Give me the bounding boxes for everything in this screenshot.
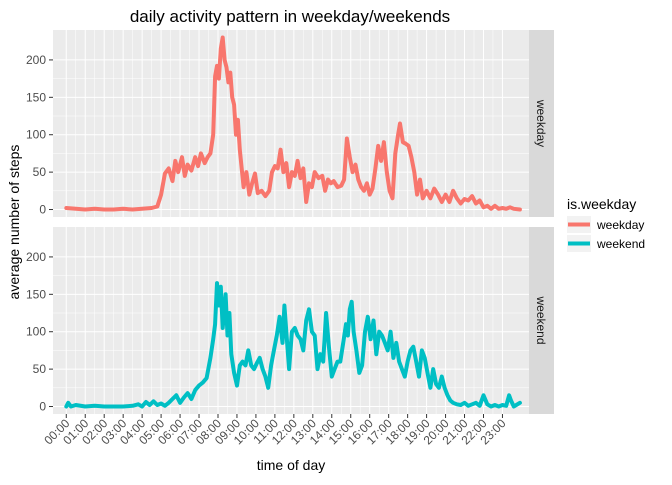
series-line-weekday xyxy=(64,35,522,212)
y-tick-label: 0 xyxy=(39,400,46,414)
y-tick-label: 0 xyxy=(39,203,46,217)
strip-weekday xyxy=(529,30,554,217)
y-axis-weekday: 0 50 100 150 200 xyxy=(26,53,53,217)
y-tick-label: 150 xyxy=(26,90,46,104)
panel-weekend-grid xyxy=(53,227,529,414)
y-tick-label: 50 xyxy=(33,165,47,179)
legend-label-weekday: weekday xyxy=(596,218,644,232)
chart-title: daily activity pattern in weekday/weeken… xyxy=(130,7,450,26)
panel-weekday-background xyxy=(53,30,529,217)
y-tick-label: 50 xyxy=(33,362,47,376)
strip-label-weekday: weekday xyxy=(534,99,548,147)
y-tick-label: 200 xyxy=(26,53,46,67)
y-tick-label: 100 xyxy=(26,128,46,142)
y-axis-weekend: 0 50 100 150 200 xyxy=(26,250,53,414)
x-axis-title: time of day xyxy=(257,457,325,473)
panel-weekend-series xyxy=(64,281,522,409)
strip-label-weekend: weekend xyxy=(534,295,548,344)
panel-weekend-background xyxy=(53,227,529,414)
legend-title: is.weekday xyxy=(567,196,636,212)
series-line-weekend xyxy=(64,281,522,409)
y-tick-label: 200 xyxy=(26,250,46,264)
strip-weekend xyxy=(529,227,554,414)
y-tick-label: 100 xyxy=(26,325,46,339)
y-axis-title: average number of steps xyxy=(6,145,22,300)
y-tick-label: 150 xyxy=(26,287,46,301)
panel-weekday-series xyxy=(64,35,522,212)
legend-label-weekend: weekend xyxy=(596,237,645,251)
legend: is.weekday weekday weekend xyxy=(567,196,645,252)
